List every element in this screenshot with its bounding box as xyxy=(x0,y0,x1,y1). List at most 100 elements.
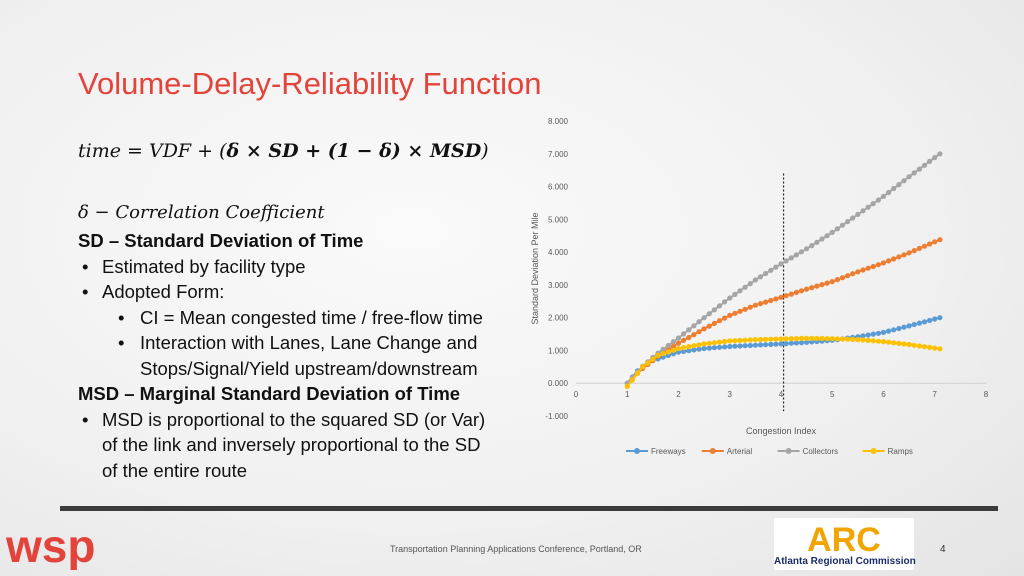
y-tick-label: -1.000 xyxy=(545,412,568,421)
data-point xyxy=(793,336,799,342)
data-point xyxy=(798,249,805,255)
data-point xyxy=(752,302,758,308)
data-point xyxy=(937,346,943,352)
data-point xyxy=(793,252,799,258)
data-point xyxy=(686,344,692,350)
data-point xyxy=(778,294,784,300)
x-tick-label: 8 xyxy=(984,390,989,399)
data-point xyxy=(763,336,769,342)
data-point xyxy=(768,341,774,347)
y-axis-title: Standard Deviation Per Mile xyxy=(530,212,540,324)
data-point xyxy=(768,336,774,342)
data-point xyxy=(686,348,692,354)
data-point xyxy=(701,315,707,321)
data-point xyxy=(901,178,907,184)
data-point xyxy=(901,341,907,347)
data-point xyxy=(845,336,851,342)
data-point xyxy=(757,301,764,307)
data-point xyxy=(819,236,825,242)
data-point xyxy=(783,293,789,299)
data-point xyxy=(927,344,933,350)
x-tick-label: 2 xyxy=(676,390,681,399)
data-point xyxy=(763,270,769,277)
data-point xyxy=(927,317,933,323)
data-point xyxy=(865,332,871,338)
data-point xyxy=(875,338,881,344)
data-point xyxy=(839,336,846,342)
data-point xyxy=(706,340,712,346)
data-point xyxy=(911,321,917,328)
data-point xyxy=(655,352,661,358)
sub-bullet-item: Interaction with Lanes, Lane Change and xyxy=(78,330,518,356)
data-point xyxy=(875,262,881,268)
data-point xyxy=(937,151,943,157)
data-point xyxy=(896,254,902,260)
data-point xyxy=(865,204,871,210)
data-point xyxy=(752,337,758,343)
data-point xyxy=(788,255,794,261)
data-point xyxy=(804,286,810,292)
legend-label: Collectors xyxy=(803,447,839,456)
data-point xyxy=(716,303,723,309)
data-point xyxy=(809,335,815,341)
data-point xyxy=(793,289,799,295)
y-tick-label: 7.000 xyxy=(548,150,569,159)
y-tick-label: 2.000 xyxy=(548,314,569,323)
legend-swatch-marker xyxy=(785,448,792,454)
data-point xyxy=(921,344,928,350)
data-point xyxy=(804,246,810,252)
data-point xyxy=(747,304,753,310)
data-point xyxy=(681,331,687,337)
data-point xyxy=(675,335,682,341)
data-point xyxy=(706,345,712,351)
bullet-item: MSD is proportional to the squared SD (o… xyxy=(78,407,518,433)
data-point xyxy=(916,166,922,172)
data-point xyxy=(665,349,671,355)
data-point xyxy=(675,349,682,355)
data-point xyxy=(875,197,881,203)
data-point xyxy=(819,335,825,342)
data-point xyxy=(701,345,707,352)
data-point xyxy=(645,360,651,366)
data-point xyxy=(716,339,723,345)
data-point xyxy=(778,336,784,342)
data-point xyxy=(829,336,835,342)
data-point xyxy=(880,193,887,199)
x-tick-label: 7 xyxy=(933,390,938,399)
data-point xyxy=(865,337,871,343)
data-point xyxy=(906,174,912,180)
x-tick-label: 3 xyxy=(728,390,733,399)
data-point xyxy=(788,340,794,346)
data-point xyxy=(747,342,753,349)
data-point xyxy=(798,288,805,294)
data-point xyxy=(670,343,676,350)
data-point xyxy=(834,336,840,342)
data-point xyxy=(829,279,835,285)
data-point xyxy=(783,341,789,347)
data-point xyxy=(711,340,717,346)
data-point xyxy=(757,274,764,280)
data-point xyxy=(696,329,702,335)
data-point xyxy=(711,307,717,313)
data-point xyxy=(665,342,671,349)
data-point xyxy=(640,364,646,370)
data-point xyxy=(906,323,912,329)
data-point xyxy=(906,341,912,348)
data-point xyxy=(839,275,846,281)
data-point xyxy=(932,345,938,351)
data-point xyxy=(860,208,866,214)
data-point xyxy=(742,337,748,343)
legend-label: Arterial xyxy=(727,447,753,456)
x-tick-label: 5 xyxy=(830,390,835,399)
data-point xyxy=(804,339,810,345)
data-point xyxy=(732,343,738,349)
y-tick-label: 5.000 xyxy=(548,215,569,224)
data-point xyxy=(850,336,856,342)
data-point xyxy=(701,326,707,332)
data-point xyxy=(855,337,861,343)
data-point xyxy=(634,370,641,376)
data-point xyxy=(763,299,769,305)
data-point xyxy=(896,340,902,346)
data-point xyxy=(681,337,687,343)
data-point xyxy=(875,330,881,336)
